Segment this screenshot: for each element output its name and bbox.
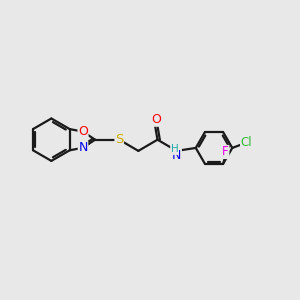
- Text: N: N: [78, 141, 88, 154]
- Text: F: F: [222, 146, 229, 158]
- Text: Cl: Cl: [241, 136, 252, 149]
- Text: N: N: [172, 149, 181, 162]
- Text: S: S: [115, 133, 123, 146]
- Text: H: H: [171, 144, 178, 154]
- Text: O: O: [151, 113, 161, 126]
- Text: O: O: [78, 125, 88, 138]
